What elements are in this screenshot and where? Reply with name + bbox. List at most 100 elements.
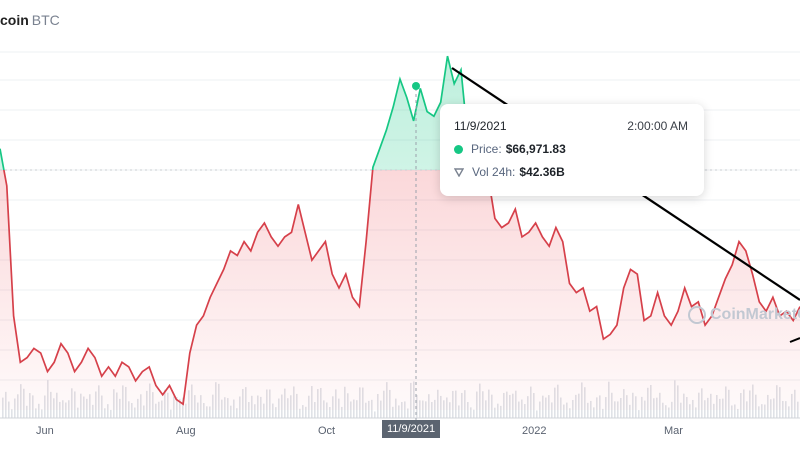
volume-bar xyxy=(662,402,664,418)
volume-bar xyxy=(569,408,571,418)
volume-bar xyxy=(365,402,367,418)
volume-bar xyxy=(758,406,760,418)
x-tick-label-highlighted: 11/9/2021 xyxy=(382,420,441,438)
coin-symbol: BTC xyxy=(31,12,60,28)
volume-bar xyxy=(65,402,67,418)
volume-bar xyxy=(107,404,109,418)
tooltip-price-label: Price: xyxy=(471,142,502,156)
volume-bar xyxy=(500,405,502,418)
volume-bar xyxy=(134,407,136,418)
volume-bar xyxy=(587,402,589,418)
tooltip-date: 11/9/2021 xyxy=(454,119,507,133)
volume-bar xyxy=(185,403,187,418)
volume-bar xyxy=(230,405,232,418)
volume-bar xyxy=(680,402,682,418)
volume-bar xyxy=(305,406,307,418)
volume-bar xyxy=(104,408,106,418)
volume-bar xyxy=(665,405,667,418)
volume-bar xyxy=(536,410,538,418)
volume-bar xyxy=(407,408,409,418)
volume-bar xyxy=(398,405,400,418)
tooltip-volume-row: Vol 24h: $42.36B xyxy=(454,165,565,179)
x-tick-label: Jun xyxy=(36,425,54,437)
x-tick-label: Aug xyxy=(176,425,196,437)
volume-bar xyxy=(449,402,451,418)
price-area-below-reference xyxy=(0,170,800,410)
tooltip-time: 2:00:00 AM xyxy=(627,119,688,133)
volume-bar xyxy=(11,409,13,418)
volume-bar xyxy=(236,408,238,418)
volume-bar xyxy=(458,405,460,418)
volume-bar xyxy=(26,405,28,418)
price-line-below-reference xyxy=(3,170,800,406)
coin-header: coin BTC xyxy=(0,12,60,28)
volume-bar xyxy=(668,407,670,418)
volume-bar xyxy=(497,403,499,418)
volume-bar xyxy=(35,408,37,418)
volume-bar xyxy=(494,407,496,418)
volume-bar xyxy=(299,408,301,418)
volume-bar xyxy=(761,404,763,418)
volume-bar xyxy=(638,410,640,418)
volume-bar xyxy=(563,404,565,418)
hover-point-marker xyxy=(412,82,420,90)
x-tick-label: Oct xyxy=(318,425,336,437)
volume-bar xyxy=(272,403,274,418)
volume-bar xyxy=(248,402,250,418)
volume-bar xyxy=(326,402,328,418)
volume-bar xyxy=(470,407,472,418)
price-line-above-reference xyxy=(0,55,480,170)
tooltip-volume-value: $42.36B xyxy=(519,165,565,179)
volume-bar xyxy=(689,404,691,418)
volume-bar xyxy=(551,402,553,418)
tooltip-price-row: Price: $66,971.83 xyxy=(454,142,566,156)
volume-bar xyxy=(374,411,376,418)
volume-bar xyxy=(566,402,568,418)
volume-bar xyxy=(143,405,145,418)
volume-bar xyxy=(254,404,256,418)
volume-bar xyxy=(275,407,277,418)
volume-bar xyxy=(524,404,526,418)
trendline-arrow-tip xyxy=(789,337,800,343)
volume-bar xyxy=(731,405,733,418)
volume-bar xyxy=(197,402,199,418)
volume-bar xyxy=(155,403,157,418)
volume-bar xyxy=(629,404,631,418)
tooltip-price-value: $66,971.83 xyxy=(505,142,566,156)
volume-bar xyxy=(263,403,265,418)
volume-bar xyxy=(602,408,604,418)
volume-shield-icon xyxy=(454,167,464,177)
volume-bar xyxy=(131,403,133,418)
coinmarketcap-logo-icon xyxy=(688,306,706,324)
coinmarketcap-watermark: CoinMarketCap xyxy=(688,306,800,324)
volume-bar xyxy=(206,406,208,418)
volume-bar xyxy=(203,403,205,418)
volume-bar xyxy=(713,403,715,418)
volume-bar xyxy=(110,409,112,418)
volume-bar xyxy=(302,405,304,418)
volume-bar xyxy=(788,406,790,418)
volume-bar xyxy=(92,404,94,418)
volume-bar xyxy=(734,404,736,418)
volume-bar xyxy=(341,406,343,418)
volume-bar xyxy=(314,402,316,418)
volume-bar xyxy=(392,406,394,418)
volume-bar xyxy=(329,407,331,418)
volume-bar xyxy=(38,403,40,418)
price-tooltip: 11/9/2021 2:00:00 AM Price: $66,971.83 V… xyxy=(440,104,704,196)
tooltip-volume-label: Vol 24h: xyxy=(472,165,516,179)
volume-bar xyxy=(695,407,697,418)
coin-name: coin xyxy=(0,12,29,28)
price-area-above-reference xyxy=(0,56,480,170)
volume-bar xyxy=(473,409,475,418)
volume-bar xyxy=(764,404,766,418)
volume-bar xyxy=(737,408,739,418)
x-tick-label: 2022 xyxy=(522,425,547,437)
volume-bar xyxy=(170,409,172,418)
volume-bar xyxy=(593,407,595,418)
watermark-text: CoinMarketCap xyxy=(710,306,800,323)
price-dot-icon xyxy=(454,144,463,154)
x-tick-label: Mar xyxy=(664,425,683,437)
volume-bar xyxy=(77,407,79,418)
